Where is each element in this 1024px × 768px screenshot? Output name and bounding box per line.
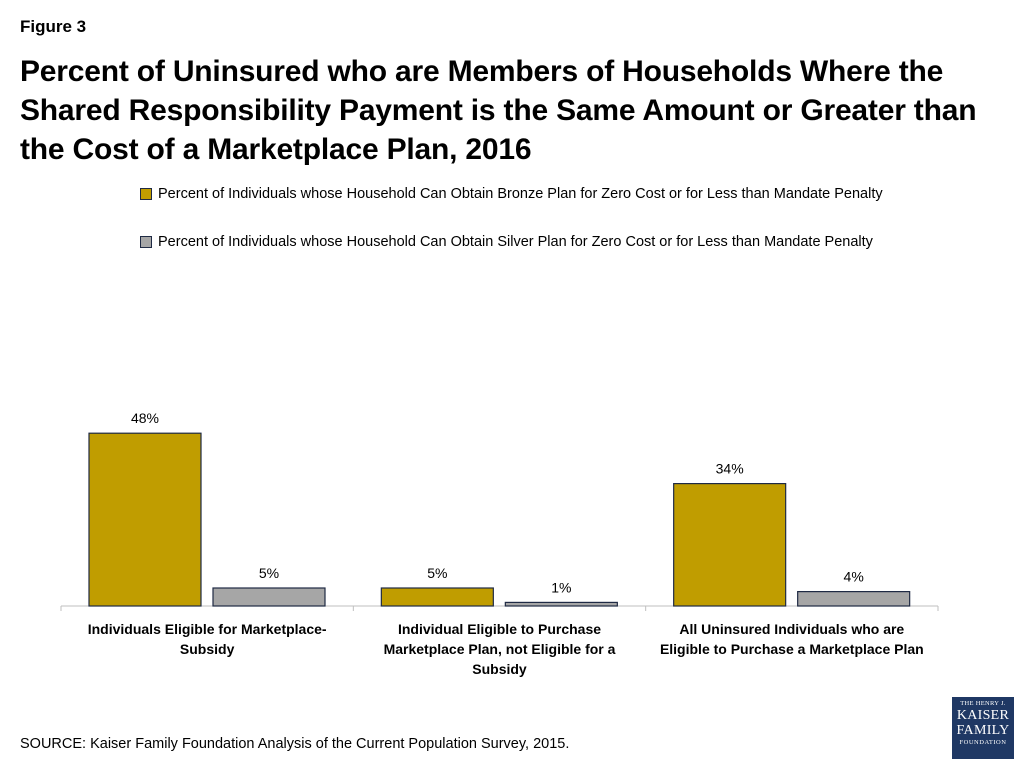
- logo-line-2b: FAMILY: [956, 723, 1010, 738]
- legend-swatch-bronze: [140, 188, 152, 200]
- chart-title: Percent of Uninsured who are Members of …: [20, 55, 977, 166]
- data-label-bronze-2: 34%: [716, 461, 744, 477]
- data-label-silver-2: 4%: [844, 569, 864, 585]
- category-label-1: Individual Eligible to Purchase: [398, 621, 601, 637]
- data-label-silver-1: 1%: [551, 579, 571, 595]
- category-label-0: Individuals Eligible for Marketplace-: [88, 621, 327, 637]
- legend-item-bronze: Percent of Individuals whose Household C…: [140, 186, 883, 202]
- legend-label-silver: Percent of Individuals whose Household C…: [158, 234, 873, 250]
- kff-logo: THE HENRY J. KAISER FAMILY FOUNDATION: [952, 697, 1014, 759]
- bar-bronze-2: [673, 483, 787, 607]
- bar-silver-1: [504, 601, 618, 607]
- category-label-0: Subsidy: [180, 641, 235, 657]
- category-label-1: Marketplace Plan, not Eligible for a: [384, 641, 616, 657]
- logo-line-1: THE HENRY J.: [960, 700, 1006, 707]
- legend-item-silver: Percent of Individuals whose Household C…: [140, 234, 873, 250]
- figure-label: Figure 3: [20, 17, 87, 36]
- category-label-2: Eligible to Purchase a Marketplace Plan: [660, 641, 924, 657]
- data-label-silver-0: 5%: [259, 565, 279, 581]
- bar-bronze-1: [380, 587, 494, 607]
- legend-swatch-silver: [140, 236, 152, 248]
- legend-label-bronze: Percent of Individuals whose Household C…: [158, 186, 883, 202]
- logo-line-3: FOUNDATION: [959, 739, 1007, 746]
- data-label-bronze-0: 48%: [131, 410, 159, 426]
- bar-silver-0: [212, 587, 326, 607]
- bar-bronze-0: [88, 432, 202, 607]
- source-note: SOURCE: Kaiser Family Foundation Analysi…: [20, 736, 570, 752]
- logo-line-2a: KAISER: [956, 708, 1010, 723]
- category-label-1: Subsidy: [472, 661, 527, 677]
- category-label-2: All Uninsured Individuals who are: [679, 621, 904, 637]
- data-label-bronze-1: 5%: [427, 565, 447, 581]
- bar-silver-2: [797, 590, 911, 607]
